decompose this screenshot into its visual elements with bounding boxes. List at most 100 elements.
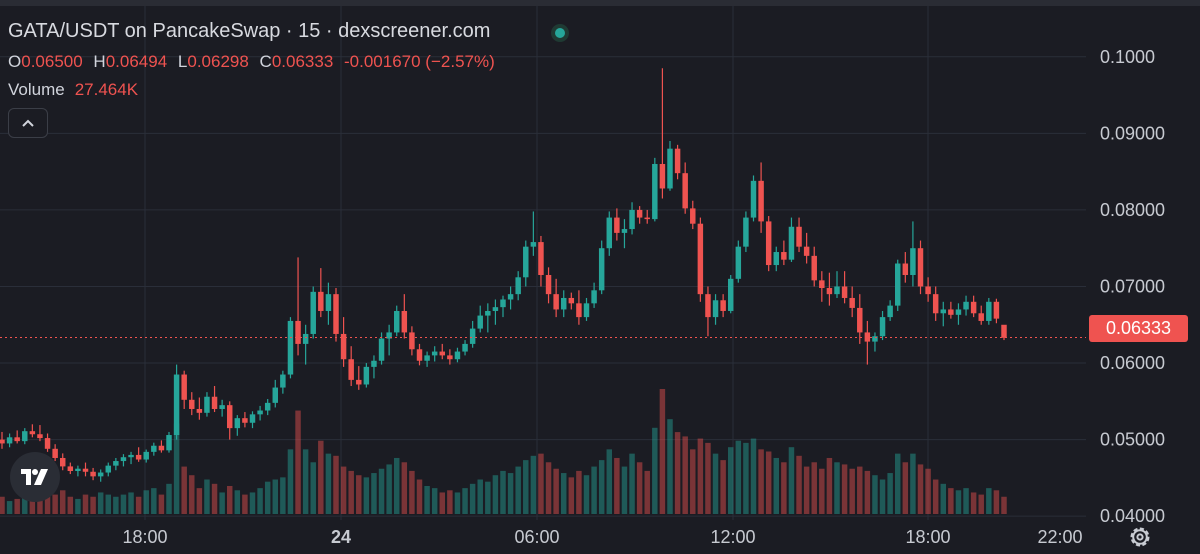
volume-bar — [978, 494, 984, 514]
volume-bar — [226, 485, 233, 514]
volume-bar — [310, 462, 316, 514]
y-tick-label: 0.09000 — [1100, 123, 1165, 143]
chevron-up-icon — [22, 119, 34, 127]
volume-bar — [447, 490, 453, 514]
candle-body — [59, 457, 66, 467]
high-label: H — [93, 52, 106, 71]
candle-body — [515, 277, 521, 295]
volume-bar — [591, 466, 597, 514]
candle-body — [348, 359, 354, 380]
collapse-legend-button[interactable] — [8, 108, 48, 138]
candle-body — [356, 379, 362, 385]
volume-bar — [553, 468, 559, 514]
volume-bar — [363, 477, 370, 514]
candle-body — [598, 248, 605, 291]
volume-bar — [135, 496, 142, 514]
volume-bar — [690, 449, 696, 514]
volume-bar — [576, 470, 582, 514]
volume-bar — [773, 457, 780, 514]
candle-body — [219, 405, 225, 409]
volume-bar — [219, 492, 225, 514]
volume-bar — [500, 470, 506, 514]
volume-bar — [538, 453, 544, 514]
volume-bar — [614, 457, 620, 514]
volume-bar — [158, 494, 165, 514]
candle-body — [393, 310, 400, 333]
candle-body — [659, 163, 666, 189]
tradingview-logo-icon[interactable] — [10, 452, 60, 502]
volume-bar — [940, 483, 947, 514]
candle-body — [454, 351, 461, 360]
volume-bar — [431, 488, 438, 514]
close-label: C — [259, 52, 272, 71]
candle-body — [287, 320, 294, 375]
candle-body — [234, 418, 241, 429]
volume-bar — [181, 466, 187, 514]
volume-bar — [189, 475, 195, 514]
candle-body — [644, 217, 650, 220]
volume-bar — [356, 475, 362, 514]
volume-bar — [986, 488, 992, 514]
candle-body — [538, 242, 544, 275]
volume-bar — [530, 455, 537, 514]
x-tick-label: 12:00 — [710, 527, 755, 547]
volume-bar — [424, 485, 430, 514]
volume-bar — [803, 466, 810, 514]
volume-bar — [993, 490, 1000, 514]
volume-bar — [295, 410, 301, 514]
candle-body — [485, 310, 491, 316]
volume-bar — [67, 496, 74, 514]
window-top-bar — [0, 0, 1200, 6]
volume-bar — [454, 492, 461, 514]
volume-bar — [82, 494, 89, 514]
volume-bar — [841, 464, 848, 514]
candle-body — [128, 454, 134, 458]
candle-body — [401, 310, 408, 333]
volume-bar — [143, 490, 149, 514]
volume-bar — [781, 462, 787, 514]
volume-bar — [705, 442, 711, 514]
candle-body — [409, 332, 415, 350]
candle-body — [940, 309, 947, 314]
candle-body — [447, 355, 453, 360]
volume-bar — [560, 473, 567, 514]
candle-body — [576, 303, 582, 318]
candle-body — [371, 360, 377, 367]
candle-body — [469, 328, 476, 344]
volume-bar — [318, 440, 324, 514]
open-label: O — [8, 52, 22, 71]
volume-bar — [333, 455, 339, 514]
candle-body — [560, 297, 567, 310]
time-axis[interactable]: 18:00 24 06:00 12:00 18:00 22:00 — [122, 527, 1082, 547]
volume-bar — [902, 462, 909, 514]
candle-body — [849, 297, 855, 308]
volume-bar — [659, 389, 666, 514]
candle-body — [803, 246, 810, 256]
volume-bar — [963, 488, 969, 514]
candle-body — [249, 414, 256, 423]
volume-bar — [583, 475, 590, 514]
volume-bar — [59, 490, 66, 514]
volume-bar — [970, 492, 977, 514]
candle-body — [431, 351, 438, 356]
candle-body — [902, 263, 909, 275]
volume-bar — [682, 436, 688, 514]
chart-title: GATA/USDT on PancakeSwap · 15 · dexscree… — [8, 20, 491, 42]
volume-bar — [151, 488, 157, 514]
y-tick-label: 0.08000 — [1100, 200, 1165, 220]
volume-bar — [492, 475, 499, 514]
volume-bar — [287, 449, 294, 514]
settings-gear-icon[interactable] — [1127, 524, 1153, 550]
candle-body — [318, 291, 324, 311]
candle-body — [0, 439, 5, 444]
high-value: 0.06494 — [105, 52, 168, 71]
candle-body — [583, 303, 590, 318]
price-axis[interactable]: 0.1000 0.09000 0.08000 0.07000 0.06000 0.0500… — [1100, 47, 1165, 526]
volume-bar — [29, 498, 36, 514]
candle-body — [135, 454, 142, 460]
candle-body — [439, 351, 446, 356]
candle-body — [712, 300, 719, 318]
volume-bar — [674, 432, 681, 514]
candle-body — [545, 275, 552, 295]
